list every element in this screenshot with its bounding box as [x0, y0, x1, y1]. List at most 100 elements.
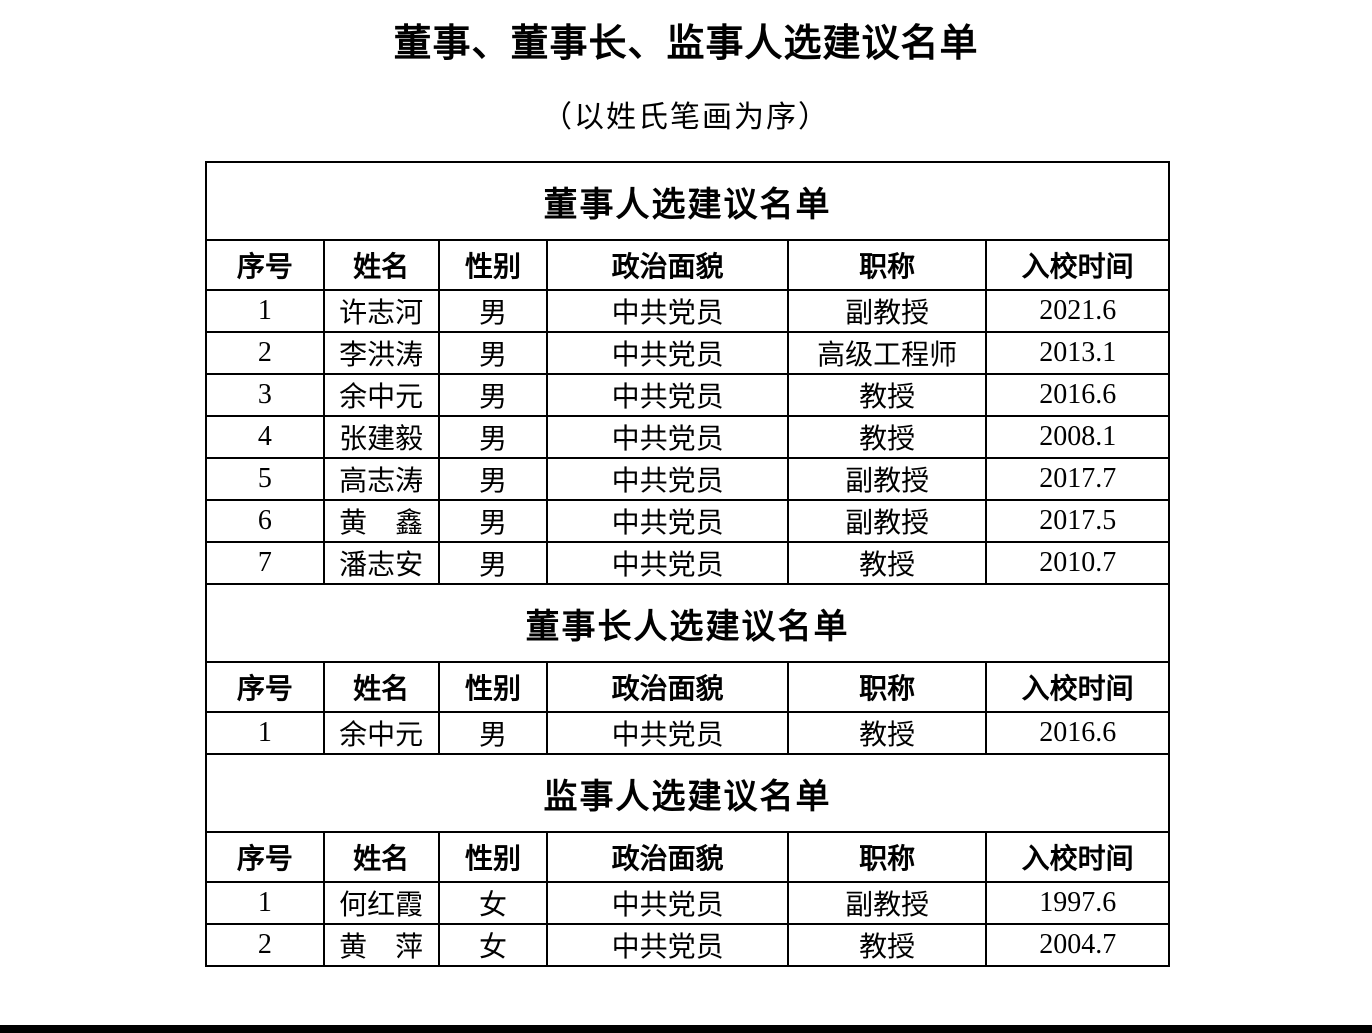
- cell-name: 高志涛: [322, 457, 440, 501]
- page-bottom-edge: [0, 1025, 1372, 1033]
- cell-no: 2: [205, 923, 325, 967]
- section-title-row: 董事人选建议名单: [205, 161, 1170, 241]
- cell-political-status: 中共党员: [546, 923, 789, 967]
- cell-gender: 男: [437, 499, 549, 543]
- cell-gender: 男: [437, 373, 549, 417]
- cell-job-title: 副教授: [786, 499, 988, 543]
- cell-gender: 男: [437, 711, 549, 755]
- cell-name: 黄 鑫: [322, 499, 440, 543]
- cell-political-status: 中共党员: [546, 289, 789, 333]
- cell-no: 1: [205, 711, 325, 755]
- cell-no: 1: [205, 289, 325, 333]
- cell-enrollment-time: 2016.6: [985, 373, 1170, 417]
- cell-gender: 女: [437, 923, 549, 967]
- column-header: 政治面貌: [546, 239, 789, 291]
- table-row: 7 潘志安男中共党员 教授 2010.7: [205, 541, 1170, 585]
- section-title-row: 监事人选建议名单: [205, 753, 1170, 833]
- cell-name: 张建毅: [322, 415, 440, 459]
- cell-political-status: 中共党员: [546, 331, 789, 375]
- cell-enrollment-time: 1997.6: [985, 881, 1170, 925]
- section-title: 董事人选建议名单: [205, 161, 1170, 241]
- column-header: 姓名: [322, 831, 440, 883]
- cell-no: 4: [205, 415, 325, 459]
- column-header: 职称: [786, 239, 988, 291]
- column-header-row: 序号 姓名 性别 政治面貌 职称 入校时间: [205, 661, 1170, 713]
- column-header: 姓名: [322, 239, 440, 291]
- cell-enrollment-time: 2017.5: [985, 499, 1170, 543]
- column-header: 姓名: [322, 661, 440, 713]
- cell-gender: 男: [437, 541, 549, 585]
- section-title: 监事人选建议名单: [205, 753, 1170, 833]
- cell-political-status: 中共党员: [546, 541, 789, 585]
- candidates-table: 董事人选建议名单 序号 姓名 性别 政治面貌 职称 入校时间 1 许志河男中共党员 副教授 2021…: [205, 161, 1170, 967]
- table-row: 4 张建毅男中共党员 教授 2008.1: [205, 415, 1170, 459]
- cell-job-title: 教授: [786, 541, 988, 585]
- cell-no: 1: [205, 881, 325, 925]
- column-header: 序号: [205, 661, 325, 713]
- cell-political-status: 中共党员: [546, 711, 789, 755]
- cell-political-status: 中共党员: [546, 457, 789, 501]
- cell-enrollment-time: 2008.1: [985, 415, 1170, 459]
- cell-gender: 男: [437, 289, 549, 333]
- cell-enrollment-time: 2004.7: [985, 923, 1170, 967]
- cell-job-title: 副教授: [786, 457, 988, 501]
- column-header: 性别: [437, 831, 549, 883]
- cell-political-status: 中共党员: [546, 373, 789, 417]
- cell-job-title: 副教授: [786, 881, 988, 925]
- cell-name: 许志河: [322, 289, 440, 333]
- cell-gender: 女: [437, 881, 549, 925]
- section-title-row: 董事长人选建议名单: [205, 583, 1170, 663]
- cell-political-status: 中共党员: [546, 499, 789, 543]
- column-header: 入校时间: [985, 831, 1170, 883]
- cell-job-title: 教授: [786, 923, 988, 967]
- cell-name: 黄 萍: [322, 923, 440, 967]
- table-row: 3 余中元男中共党员 教授 2016.6: [205, 373, 1170, 417]
- column-header: 入校时间: [985, 661, 1170, 713]
- cell-gender: 男: [437, 331, 549, 375]
- cell-job-title: 教授: [786, 415, 988, 459]
- cell-name: 潘志安: [322, 541, 440, 585]
- table-row: 1 余中元男中共党员 教授 2016.6: [205, 711, 1170, 755]
- cell-enrollment-time: 2017.7: [985, 457, 1170, 501]
- cell-name: 李洪涛: [322, 331, 440, 375]
- table-row: 1 许志河男中共党员 副教授 2021.6: [205, 289, 1170, 333]
- table-row: 2 李洪涛男中共党员 高级工程师 2013.1: [205, 331, 1170, 375]
- cell-political-status: 中共党员: [546, 415, 789, 459]
- cell-job-title: 高级工程师: [786, 331, 988, 375]
- column-header: 序号: [205, 239, 325, 291]
- cell-name: 余中元: [322, 711, 440, 755]
- page-subtitle: （以姓氏笔画为序）: [542, 101, 830, 134]
- cell-enrollment-time: 2021.6: [985, 289, 1170, 333]
- cell-name: 何红霞: [322, 881, 440, 925]
- table-row: 1 何红霞女中共党员 副教授 1997.6: [205, 881, 1170, 925]
- cell-job-title: 副教授: [786, 289, 988, 333]
- cell-name: 余中元: [322, 373, 440, 417]
- cell-enrollment-time: 2013.1: [985, 331, 1170, 375]
- column-header: 性别: [437, 239, 549, 291]
- cell-political-status: 中共党员: [546, 881, 789, 925]
- cell-gender: 男: [437, 457, 549, 501]
- column-header: 政治面貌: [546, 831, 789, 883]
- table-row: 5 高志涛男中共党员 副教授 2017.7: [205, 457, 1170, 501]
- cell-no: 5: [205, 457, 325, 501]
- section-title: 董事长人选建议名单: [205, 583, 1170, 663]
- column-header: 序号: [205, 831, 325, 883]
- cell-enrollment-time: 2010.7: [985, 541, 1170, 585]
- cell-no: 7: [205, 541, 325, 585]
- cell-no: 2: [205, 331, 325, 375]
- cell-job-title: 教授: [786, 711, 988, 755]
- cell-enrollment-time: 2016.6: [985, 711, 1170, 755]
- column-header-row: 序号 姓名 性别 政治面貌 职称 入校时间: [205, 831, 1170, 883]
- cell-no: 3: [205, 373, 325, 417]
- column-header: 职称: [786, 661, 988, 713]
- page-title: 董事、董事长、监事人选建议名单: [393, 23, 979, 65]
- cell-job-title: 教授: [786, 373, 988, 417]
- cell-gender: 男: [437, 415, 549, 459]
- column-header: 职称: [786, 831, 988, 883]
- column-header-row: 序号 姓名 性别 政治面貌 职称 入校时间: [205, 239, 1170, 291]
- column-header: 性别: [437, 661, 549, 713]
- column-header: 入校时间: [985, 239, 1170, 291]
